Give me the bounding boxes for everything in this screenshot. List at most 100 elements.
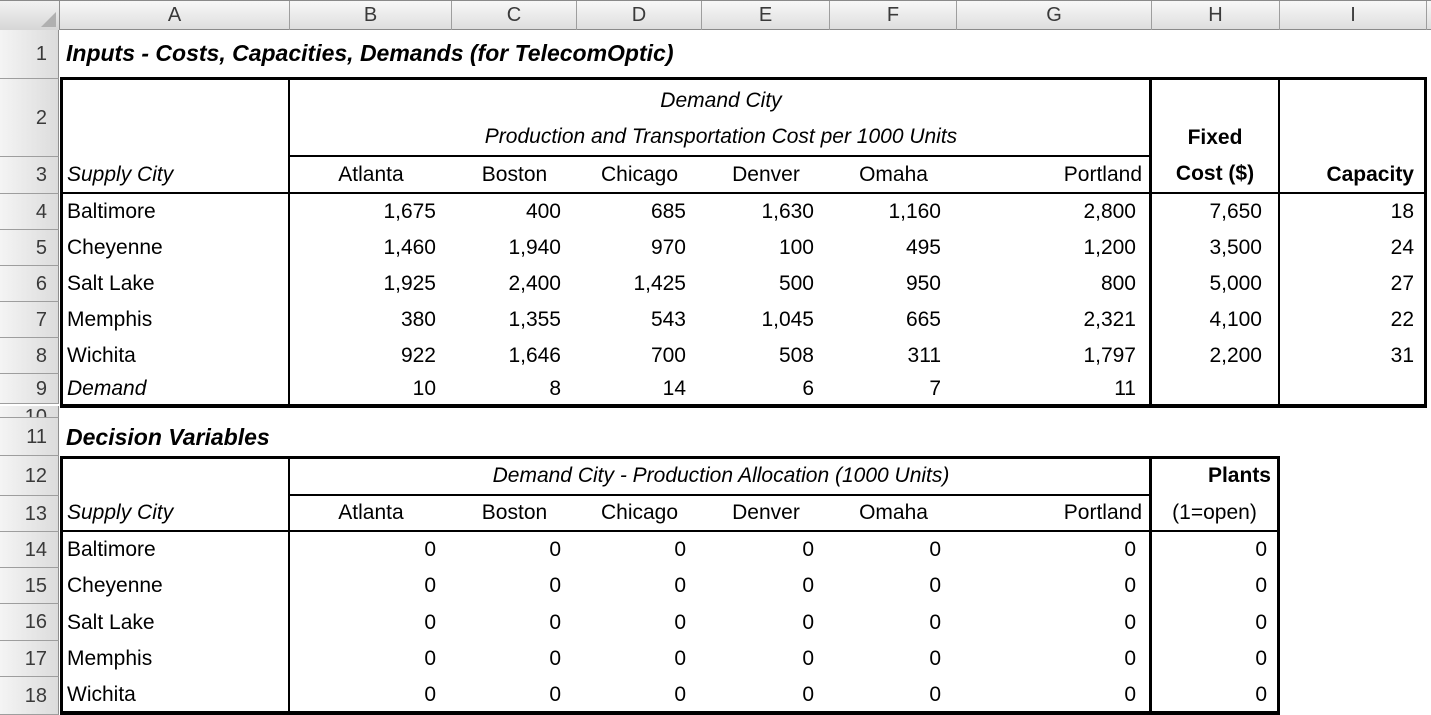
row-header-13[interactable]: 13 (0, 496, 59, 532)
t2-alloc-salt-lake-atlanta[interactable]: 0 (424, 611, 436, 634)
row-header-11[interactable]: 11 (0, 418, 59, 456)
t1-cost-wichita-boston[interactable]: 1,646 (508, 344, 561, 367)
t2-alloc-memphis-omaha[interactable]: 0 (929, 647, 941, 670)
row-header-5[interactable]: 5 (0, 230, 59, 266)
t2-plant-open-cheyenne[interactable]: 0 (1255, 574, 1267, 597)
col-header-E[interactable]: E (702, 1, 830, 30)
t2-alloc-wichita-chicago[interactable]: 0 (674, 683, 686, 706)
t2-alloc-cheyenne-omaha[interactable]: 0 (929, 574, 941, 597)
t1-cost-salt-lake-portland[interactable]: 800 (1100, 272, 1136, 295)
row-header-8[interactable]: 8 (0, 338, 59, 374)
col-header-G[interactable]: G (957, 1, 1152, 30)
t1-demand-city-header[interactable]: Demand City (660, 89, 782, 112)
col-header-B[interactable]: B (290, 1, 452, 30)
t1-supply-city-memphis[interactable]: Memphis (67, 308, 153, 331)
t1-cost-baltimore-portland[interactable]: 2,800 (1083, 200, 1136, 223)
t1-cost-wichita-portland[interactable]: 1,797 (1083, 344, 1136, 367)
t2-alloc-cheyenne-portland[interactable]: 0 (1124, 574, 1136, 597)
t2-alloc-memphis-portland[interactable]: 0 (1124, 647, 1136, 670)
t1-cost-wichita-chicago[interactable]: 700 (650, 344, 686, 367)
t1-cost-salt-lake-denver[interactable]: 500 (778, 272, 814, 295)
t2-plant-open-memphis[interactable]: 0 (1255, 647, 1267, 670)
row-header-12[interactable]: 12 (0, 456, 59, 496)
t2-supply-city-label[interactable]: Supply City (67, 501, 174, 524)
t1-demand-chicago[interactable]: 14 (662, 377, 686, 400)
t1-cost-baltimore-boston[interactable]: 400 (525, 200, 561, 223)
t1-city-header-chicago[interactable]: Chicago (600, 163, 679, 186)
row-header-9[interactable]: 9 (0, 374, 59, 404)
t2-alloc-baltimore-omaha[interactable]: 0 (929, 538, 941, 561)
t2-plants-open-header[interactable]: (1=open) (1172, 501, 1257, 524)
t1-city-header-denver[interactable]: Denver (732, 163, 800, 186)
t1-supply-city-wichita[interactable]: Wichita (67, 344, 136, 367)
t2-alloc-cheyenne-chicago[interactable]: 0 (674, 574, 686, 597)
t1-cost-memphis-denver[interactable]: 1,045 (761, 308, 814, 331)
t1-cost-memphis-portland[interactable]: 2,321 (1083, 308, 1136, 331)
t1-demand-omaha[interactable]: 7 (929, 377, 941, 400)
col-header-A[interactable]: A (60, 1, 290, 30)
t1-demand-boston[interactable]: 8 (549, 377, 561, 400)
t1-capacity-header[interactable]: Capacity (1326, 163, 1414, 186)
t1-capacity-memphis[interactable]: 22 (1390, 308, 1414, 331)
t1-cost-baltimore-denver[interactable]: 1,630 (761, 200, 814, 223)
row-header-14[interactable]: 14 (0, 532, 59, 568)
t2-plant-open-wichita[interactable]: 0 (1255, 683, 1267, 706)
col-header-D[interactable]: D (577, 1, 702, 30)
row-header-3[interactable]: 3 (0, 157, 59, 194)
row-header-18[interactable]: 18 (0, 677, 59, 715)
t1-fixed-cost-header[interactable]: Fixed Cost ($) (1152, 120, 1278, 192)
t2-plant-open-baltimore[interactable]: 0 (1255, 538, 1267, 561)
t1-fixedcost-wichita[interactable]: 2,200 (1209, 344, 1262, 367)
col-header-C[interactable]: C (452, 1, 577, 30)
t1-demand-row-label[interactable]: Demand (67, 377, 147, 400)
t1-cost-wichita-atlanta[interactable]: 922 (400, 344, 436, 367)
t2-alloc-memphis-denver[interactable]: 0 (802, 647, 814, 670)
t1-cost-salt-lake-chicago[interactable]: 1,425 (633, 272, 686, 295)
t1-supply-city-cheyenne[interactable]: Cheyenne (67, 236, 163, 259)
t1-capacity-salt-lake[interactable]: 27 (1390, 272, 1414, 295)
t1-cost-per-units-header[interactable]: Production and Transportation Cost per 1… (484, 125, 958, 148)
t1-city-header-portland[interactable]: Portland (1063, 163, 1142, 186)
t2-alloc-cheyenne-boston[interactable]: 0 (549, 574, 561, 597)
t1-demand-atlanta[interactable]: 10 (412, 377, 436, 400)
t2-city-header-atlanta[interactable]: Atlanta (338, 501, 404, 524)
t1-cost-memphis-atlanta[interactable]: 380 (400, 308, 436, 331)
t1-cost-salt-lake-atlanta[interactable]: 1,925 (383, 272, 436, 295)
t2-supply-city-cheyenne[interactable]: Cheyenne (67, 574, 163, 597)
t2-city-header-chicago[interactable]: Chicago (600, 501, 679, 524)
t1-cost-cheyenne-portland[interactable]: 1,200 (1083, 236, 1136, 259)
t1-cost-wichita-denver[interactable]: 508 (778, 344, 814, 367)
t1-supply-city-label[interactable]: Supply City (67, 163, 174, 186)
decision-variables-title[interactable]: Decision Variables (66, 424, 270, 450)
t1-cost-cheyenne-omaha[interactable]: 495 (905, 236, 941, 259)
col-header-F[interactable]: F (830, 1, 957, 30)
row-header-17[interactable]: 17 (0, 641, 59, 677)
t1-fixedcost-memphis[interactable]: 4,100 (1209, 308, 1262, 331)
t2-alloc-wichita-portland[interactable]: 0 (1124, 683, 1136, 706)
t2-alloc-memphis-chicago[interactable]: 0 (674, 647, 686, 670)
t1-demand-denver[interactable]: 6 (802, 377, 814, 400)
row-header-10[interactable]: 10 (0, 406, 59, 418)
t2-allocation-header[interactable]: Demand City - Production Allocation (100… (492, 464, 950, 487)
t1-demand-portland[interactable]: 11 (1114, 377, 1136, 400)
t1-city-header-atlanta[interactable]: Atlanta (338, 163, 404, 186)
t2-alloc-memphis-boston[interactable]: 0 (549, 647, 561, 670)
t1-cost-memphis-omaha[interactable]: 665 (905, 308, 941, 331)
t2-alloc-salt-lake-omaha[interactable]: 0 (929, 611, 941, 634)
row-header-6[interactable]: 6 (0, 266, 59, 302)
t1-cost-salt-lake-omaha[interactable]: 950 (905, 272, 941, 295)
t2-alloc-baltimore-chicago[interactable]: 0 (674, 538, 686, 561)
t2-plant-open-salt-lake[interactable]: 0 (1255, 611, 1267, 634)
t2-alloc-salt-lake-boston[interactable]: 0 (549, 611, 561, 634)
row-header-1[interactable]: 1 (0, 30, 59, 79)
t2-alloc-cheyenne-atlanta[interactable]: 0 (424, 574, 436, 597)
t1-cost-cheyenne-denver[interactable]: 100 (778, 236, 814, 259)
t1-capacity-wichita[interactable]: 31 (1390, 344, 1414, 367)
t2-alloc-wichita-atlanta[interactable]: 0 (424, 683, 436, 706)
t1-cost-baltimore-atlanta[interactable]: 1,675 (383, 200, 436, 223)
row-header-4[interactable]: 4 (0, 194, 59, 230)
inputs-section-title[interactable]: Inputs - Costs, Capacities, Demands (for… (66, 40, 674, 66)
t1-fixedcost-baltimore[interactable]: 7,650 (1209, 200, 1262, 223)
select-all-corner[interactable] (0, 1, 60, 30)
t2-alloc-wichita-boston[interactable]: 0 (549, 683, 561, 706)
